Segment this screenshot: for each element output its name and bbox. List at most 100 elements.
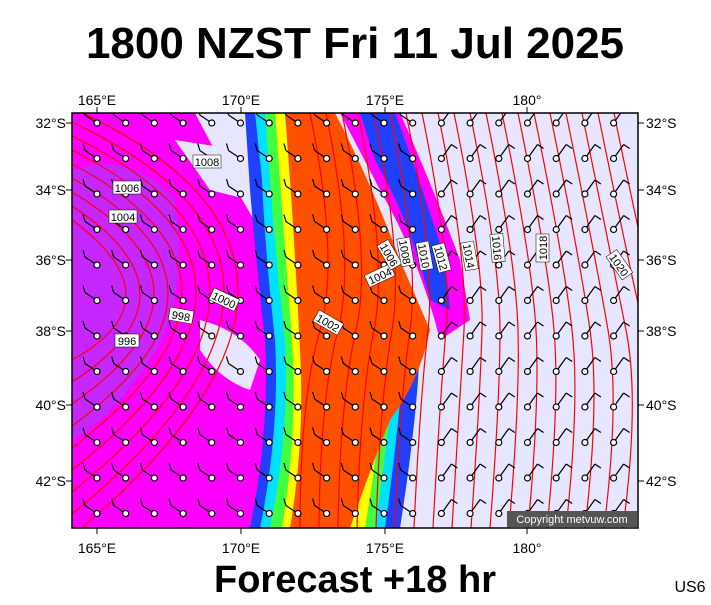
barb-flag xyxy=(508,499,516,504)
barb-flag xyxy=(398,320,402,329)
barb-station xyxy=(265,509,273,518)
barb-flag xyxy=(169,113,172,116)
barb-station xyxy=(122,225,130,234)
barb-station xyxy=(609,438,618,447)
isobar xyxy=(533,113,576,528)
barb-flag xyxy=(82,178,86,187)
barb-station xyxy=(581,261,589,269)
barb-flag xyxy=(254,498,258,506)
barb-station xyxy=(351,509,359,518)
barb-station xyxy=(323,367,331,376)
barb-station xyxy=(437,119,445,127)
barb-flag xyxy=(283,427,287,435)
barb-station xyxy=(523,296,532,305)
barb-flag xyxy=(82,462,86,471)
barb-station xyxy=(150,119,158,127)
barb-flag xyxy=(398,214,402,222)
barb-flag xyxy=(283,356,287,364)
barb-flag xyxy=(312,462,316,471)
barb-flag xyxy=(451,179,458,185)
barb-flag xyxy=(398,427,402,435)
lat-label: 34°S xyxy=(646,182,677,198)
barb-flag xyxy=(340,462,344,471)
barb-flag xyxy=(225,320,230,329)
barb-flag xyxy=(508,144,516,149)
barb-flag xyxy=(594,144,602,149)
barb-station xyxy=(179,190,187,198)
barb-flag xyxy=(111,320,115,329)
isobar xyxy=(437,113,466,528)
barb-flag xyxy=(225,356,230,364)
barb-station xyxy=(236,332,245,340)
barb-flag xyxy=(254,214,258,222)
lat-label: 40°S xyxy=(646,397,677,413)
isobar xyxy=(72,219,127,361)
barb-flag xyxy=(565,144,573,149)
barb-station xyxy=(351,119,359,127)
barb-station xyxy=(323,154,331,163)
barb-station xyxy=(294,190,302,198)
barb-station xyxy=(409,154,417,163)
barb-flag xyxy=(399,113,402,116)
barb-flag xyxy=(369,356,373,364)
barb-station xyxy=(523,367,532,376)
barb-flag xyxy=(197,462,201,471)
barb-station xyxy=(351,225,359,234)
model-code: US6 xyxy=(674,579,705,596)
barb-flag xyxy=(82,498,86,506)
isobar xyxy=(72,121,225,515)
barb-station xyxy=(294,119,302,127)
barb-station xyxy=(150,332,158,340)
barb-flag xyxy=(623,215,630,220)
barb-station xyxy=(93,332,101,340)
barb-station xyxy=(523,119,532,127)
barb-station xyxy=(466,474,474,482)
barb-station xyxy=(323,474,331,482)
barb-station xyxy=(495,367,503,376)
barb-flag xyxy=(565,428,573,433)
lat-label: 42°S xyxy=(646,473,677,489)
barb-station xyxy=(609,190,618,198)
barb-station xyxy=(236,154,245,163)
barb-flag xyxy=(398,356,402,364)
lon-label: 175°E xyxy=(366,92,404,108)
barb-flag xyxy=(82,320,86,329)
map-frame xyxy=(71,112,639,529)
barb-station xyxy=(122,474,130,482)
isobar xyxy=(581,113,633,528)
barb-flag xyxy=(565,321,573,327)
barb-station xyxy=(409,403,417,411)
barb-station xyxy=(437,332,445,340)
barb-flag xyxy=(111,285,115,293)
barb-flag xyxy=(283,214,287,222)
barb-flag xyxy=(537,357,544,362)
barb-flag xyxy=(225,427,230,435)
barb-flag xyxy=(623,499,630,504)
barb-station xyxy=(150,296,158,305)
barb-station xyxy=(495,509,503,518)
lon-label: 180° xyxy=(513,540,542,556)
barb-station xyxy=(93,119,101,127)
barb-flag xyxy=(398,285,402,293)
barb-flag xyxy=(111,391,115,400)
barb-flag xyxy=(479,179,487,185)
barb-station xyxy=(609,225,618,234)
barb-station xyxy=(523,332,532,340)
barb-flag xyxy=(168,427,172,435)
barb-flag xyxy=(312,498,316,506)
isobar-label: 1006 xyxy=(115,183,139,195)
barb-station xyxy=(552,438,560,447)
barb-station xyxy=(495,119,503,127)
barb-flag xyxy=(479,215,487,220)
barb-flag xyxy=(139,498,143,506)
barb-station xyxy=(380,190,388,198)
barb-flag xyxy=(565,250,573,256)
barb-flag xyxy=(508,392,516,398)
barb-flag xyxy=(254,143,258,151)
barb-station xyxy=(523,154,532,163)
barb-station xyxy=(581,403,589,411)
barb-flag xyxy=(479,428,487,433)
barb-flag xyxy=(623,428,630,433)
barb-station xyxy=(93,296,101,305)
barb-flag xyxy=(342,113,344,116)
